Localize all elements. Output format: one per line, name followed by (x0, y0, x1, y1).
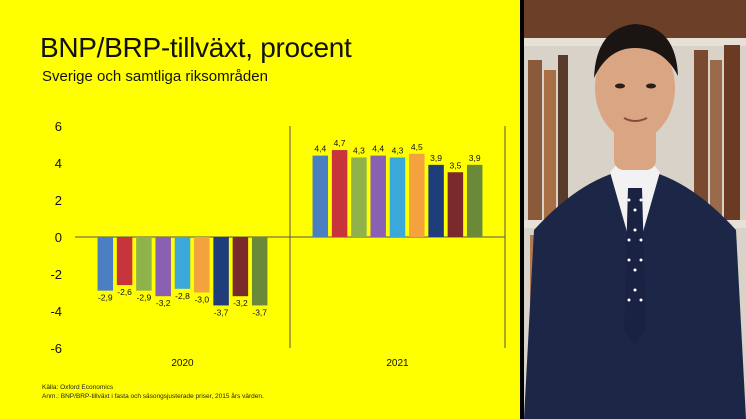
bar (409, 153, 425, 237)
tie-dot (627, 198, 631, 202)
data-label: -3,7 (214, 307, 229, 317)
tie-dot (627, 298, 631, 302)
x-category-label: 2021 (386, 358, 409, 369)
tie-dot (627, 258, 631, 262)
data-label: -2,8 (175, 291, 190, 301)
tie-dot (639, 198, 643, 202)
bar (312, 155, 329, 237)
data-label: 3,9 (469, 153, 481, 163)
bar (174, 237, 191, 289)
chart-title: BNP/BRP-tillväxt, procent (40, 32, 352, 63)
data-label: 4,7 (334, 138, 346, 148)
data-label: -2,9 (98, 293, 113, 303)
bar (116, 237, 133, 286)
data-label: 3,9 (430, 153, 442, 163)
tie-dot (639, 258, 643, 262)
data-label: 4,4 (314, 144, 326, 154)
tie-dot (627, 238, 631, 242)
bar (428, 164, 444, 237)
bar (466, 164, 483, 237)
y-tick-label: 0 (55, 230, 62, 245)
tie-dot (633, 288, 637, 292)
data-label: -2,6 (117, 287, 132, 297)
portrait-illustration (524, 0, 746, 419)
y-tick-label: -2 (50, 267, 62, 282)
tie-dot (639, 238, 643, 242)
bar-chart: 6 4 2 0 -2 -4 -6 -2,9 -2,6 -2,9 -3,2 -2,8 -3,0 -3,7 -3… (50, 119, 506, 369)
tie-dot (639, 298, 643, 302)
bar (370, 155, 386, 237)
y-tick-label: -4 (50, 304, 62, 319)
bar (213, 237, 229, 306)
tie-dot (633, 268, 637, 272)
bar (97, 237, 114, 291)
data-label: 4,3 (392, 145, 404, 155)
data-label: -2,9 (137, 293, 152, 303)
bar (232, 237, 249, 297)
y-tick-label: -6 (50, 341, 62, 356)
data-label: 4,4 (372, 144, 384, 154)
chart-subtitle: Sverige och samtliga riksområden (42, 68, 268, 85)
bar (447, 172, 464, 237)
y-tick-label: 2 (55, 193, 62, 208)
portrait-photo (524, 0, 746, 419)
chart-panel: BNP/BRP-tillväxt, procent Sverige och sa… (40, 32, 506, 400)
data-label: 4,5 (411, 142, 423, 152)
data-label: -3,2 (156, 298, 171, 308)
bar (251, 237, 268, 306)
data-label: -3,0 (194, 295, 209, 305)
source-note: Källa: Oxford Economics (42, 384, 114, 391)
bar (351, 157, 367, 237)
tie-dot (633, 228, 637, 232)
panel-divider (520, 0, 524, 419)
data-label: 3,5 (449, 160, 461, 170)
bar (389, 157, 406, 237)
data-label: -3,7 (252, 307, 267, 317)
data-label: -3,2 (233, 298, 248, 308)
data-label: 4,3 (353, 145, 365, 155)
tie-dot (633, 208, 637, 212)
bar (155, 237, 171, 297)
x-category-label: 2020 (171, 358, 194, 369)
person (524, 24, 746, 419)
y-tick-label: 4 (55, 156, 62, 171)
y-tick-label: 6 (55, 119, 62, 134)
bar (331, 150, 348, 237)
bar (136, 237, 152, 291)
bar (194, 237, 210, 293)
footnote: Anm.: BNP/BRP-tillväxt i fasta och säson… (42, 393, 264, 400)
